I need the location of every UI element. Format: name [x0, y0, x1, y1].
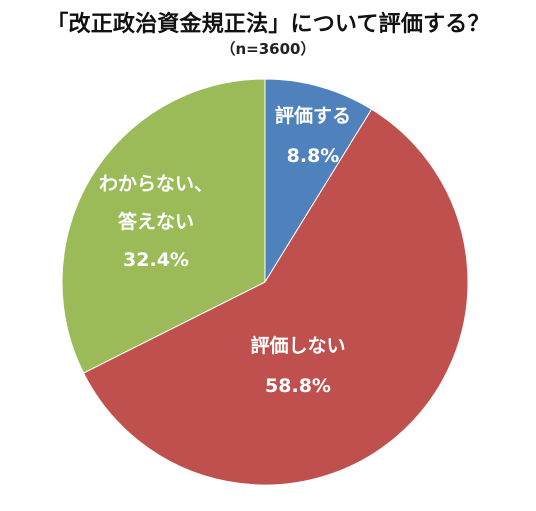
chart-title: 「改正政治資金規正法」について評価する？: [46, 12, 490, 37]
slice-category-label-3: 答えない: [118, 210, 194, 233]
pie-slice-3: [61, 78, 266, 374]
slice-category-label-2: 評価しない: [250, 334, 345, 357]
slice-category-label-3: わからない、: [99, 173, 213, 195]
slice-category-label-1: 評価する: [275, 104, 351, 127]
slice-value-label-1: 8.8%: [287, 145, 340, 167]
chart-subtitle: （n=3600）: [220, 40, 316, 58]
slice-value-label-2: 58.8%: [265, 375, 331, 397]
slice-value-label-3: 32.4%: [123, 249, 189, 271]
pie-slice-2: [82, 108, 469, 486]
pie-slice-1: [264, 78, 373, 284]
